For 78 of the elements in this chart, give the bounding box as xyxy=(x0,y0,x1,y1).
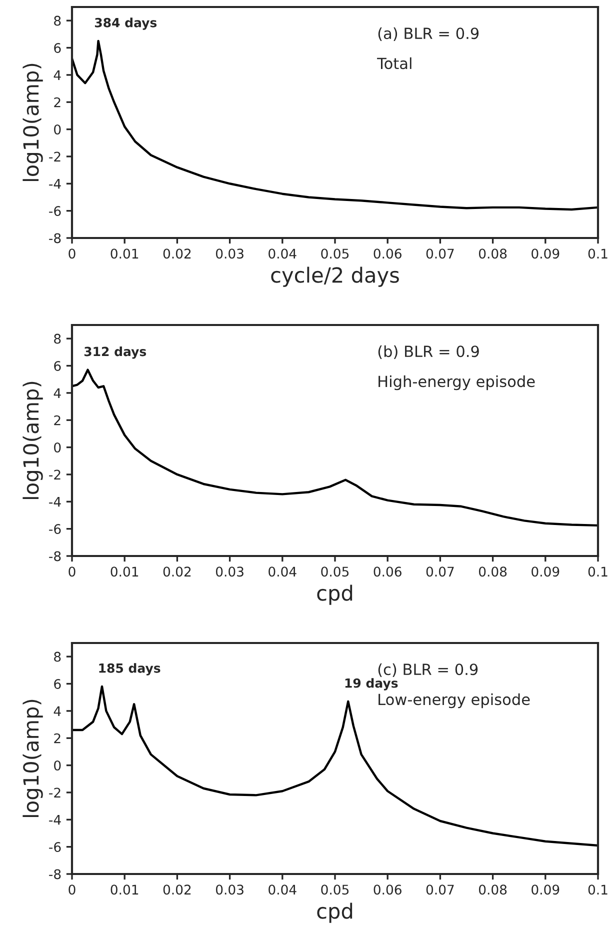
x-tick-label: 0.07 xyxy=(426,884,454,895)
x-tick-label: 0.05 xyxy=(321,248,349,259)
line-series xyxy=(72,368,598,527)
x-tick-label: 0.02 xyxy=(163,884,191,895)
x-tick-label: 0.09 xyxy=(532,248,560,259)
annotation: High-energy episode xyxy=(378,375,535,390)
x-tick-label: 0.04 xyxy=(268,248,296,259)
y-tick-label: 2 xyxy=(54,733,60,744)
annotation: (c) BLR = 0.9 xyxy=(378,663,478,677)
x-tick-label: 0.04 xyxy=(268,566,296,577)
y-tick-label: 6 xyxy=(54,42,61,53)
y-axis-title: log10(amp) xyxy=(22,700,43,817)
y-tick-label: -4 xyxy=(49,179,61,189)
annotation: Low-energy episode xyxy=(378,693,530,708)
y-tick-label: -4 xyxy=(49,497,61,507)
x-axis-title: cpd xyxy=(317,902,352,923)
x-tick-label: 0.02 xyxy=(163,248,191,259)
y-tick-label: 0 xyxy=(54,124,61,134)
y-tick-label: 4 xyxy=(54,70,61,80)
x-tick-label: 0.09 xyxy=(532,566,560,577)
x-tick-label: 0.1 xyxy=(588,248,608,259)
annotation: 312 days xyxy=(84,346,146,359)
x-tick-label: 0.06 xyxy=(374,884,402,895)
x-tick-label: 0 xyxy=(68,248,76,259)
y-tick-label: -2 xyxy=(49,152,60,162)
y-axis-title: log10(amp) xyxy=(22,64,43,181)
y-tick-label: 8 xyxy=(54,652,61,662)
y-tick-label: 8 xyxy=(54,334,61,344)
x-tick-label: 0.01 xyxy=(110,248,138,259)
annotation: 19 days xyxy=(345,678,398,690)
x-tick-label: 0.05 xyxy=(321,884,349,895)
y-tick-label: -6 xyxy=(49,842,61,852)
annotation: Total xyxy=(377,57,412,70)
x-tick-label: 0.03 xyxy=(216,566,244,577)
x-tick-label: 0.01 xyxy=(110,884,138,895)
x-axis-title: cycle/2 days xyxy=(271,266,399,287)
x-tick-label: 0 xyxy=(68,884,76,895)
y-tick-label: -2 xyxy=(49,788,60,798)
y-tick-label: 0 xyxy=(54,442,61,452)
y-tick-label: -4 xyxy=(49,815,61,825)
x-tick-label: 0.06 xyxy=(374,566,402,577)
x-tick-label: 0.07 xyxy=(426,566,454,577)
x-tick-label: 0.07 xyxy=(426,248,454,259)
x-tick-label: 0.08 xyxy=(478,248,507,259)
y-tick-label: 2 xyxy=(54,97,60,108)
y-tick-label: -8 xyxy=(49,869,61,880)
x-tick-label: 0.1 xyxy=(588,884,608,895)
y-tick-label: -8 xyxy=(49,551,61,562)
x-tick-label: 0.1 xyxy=(588,566,608,577)
y-tick-label: 2 xyxy=(54,415,60,426)
x-tick-label: 0.04 xyxy=(268,884,296,895)
y-tick-label: 0 xyxy=(54,760,61,770)
x-tick-label: 0.08 xyxy=(478,884,507,895)
y-tick-label: 6 xyxy=(54,360,61,371)
x-tick-label: 0.01 xyxy=(110,566,138,577)
y-tick-label: -6 xyxy=(49,206,61,216)
line-series xyxy=(72,40,598,211)
annotation: 384 days xyxy=(94,18,157,30)
x-tick-label: 0.03 xyxy=(216,248,244,259)
annotation: (a) BLR = 0.9 xyxy=(378,27,479,41)
x-tick-label: 0 xyxy=(68,566,76,577)
y-axis-title: log10(amp) xyxy=(22,382,43,499)
y-tick-label: 6 xyxy=(54,678,61,689)
x-tick-label: 0.06 xyxy=(374,248,402,259)
x-axis-title: cpd xyxy=(317,584,352,605)
x-tick-label: 0.08 xyxy=(478,566,507,577)
y-tick-label: 8 xyxy=(54,16,61,26)
y-tick-label: -8 xyxy=(49,233,61,244)
y-tick-label: -2 xyxy=(49,470,60,480)
x-tick-label: 0.05 xyxy=(321,566,349,577)
y-tick-label: 4 xyxy=(54,388,61,398)
x-tick-label: 0.09 xyxy=(532,884,560,895)
annotation: 185 days xyxy=(99,663,160,676)
annotation: (b) BLR = 0.9 xyxy=(378,345,479,359)
y-tick-label: 4 xyxy=(54,706,61,716)
x-tick-label: 0.02 xyxy=(163,566,191,577)
x-tick-label: 0.03 xyxy=(216,884,244,895)
y-tick-label: -6 xyxy=(49,524,61,534)
